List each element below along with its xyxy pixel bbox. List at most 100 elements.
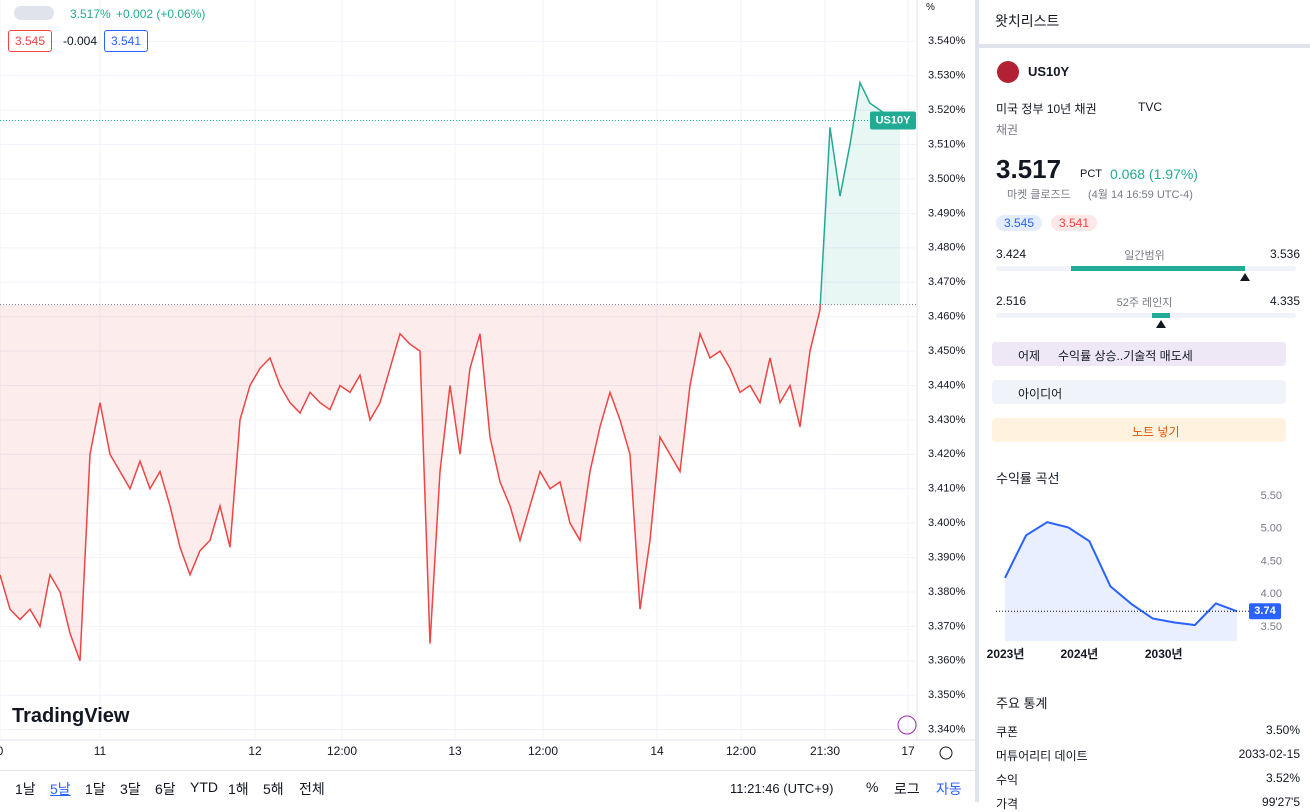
stat-label: 머튜어리티 데이트 — [996, 749, 1088, 763]
range-button[interactable]: 1해 — [228, 781, 249, 797]
x-tick-label: 12 — [248, 744, 262, 758]
y-tick-label: 3.490% — [928, 207, 966, 219]
y-tick-label: 3.340% — [928, 724, 966, 736]
range-button[interactable]: 1달 — [85, 781, 106, 797]
x-tick-label: 12:00 — [528, 744, 558, 758]
x-tick-label: 0 — [0, 744, 4, 758]
y-tick-label: 3.540% — [928, 35, 966, 47]
curve-title: 수익률 곡선 — [996, 471, 1060, 486]
news-bar[interactable]: 어제 수익률 상승..기술적 매도세 — [992, 342, 1286, 366]
stat-value: 2033-02-15 — [1238, 747, 1300, 761]
x-tick-label: 21:30 — [810, 744, 840, 758]
unit: PCT — [1080, 168, 1102, 180]
y-tick-label: 3.460% — [928, 311, 966, 323]
range-marker — [1240, 273, 1251, 281]
range-button[interactable]: 5날 — [50, 781, 71, 797]
main-chart: 3.540% 3.530% 3.520% 3.510% 3.500% 3.490% 3.48… — [0, 0, 975, 760]
x-tick-label: 2024년 — [1060, 647, 1098, 661]
bid[interactable]: 3.545 — [8, 30, 53, 52]
y-tick-label: 4.00 — [1261, 588, 1282, 600]
chart-toggle[interactable] — [14, 6, 54, 20]
flag — [997, 61, 1019, 83]
x-tick-label: 2030년 — [1145, 647, 1183, 661]
news: 수익률 상승..기술적 매도세 — [1058, 349, 1193, 363]
ideas: 아이디어 — [1018, 387, 1063, 401]
y-tick-label: 3.420% — [928, 448, 966, 460]
y-tick-label: 3.470% — [928, 276, 966, 288]
y-tick-label: 3.50 — [1261, 621, 1282, 633]
y-tick-label: 4.50 — [1261, 555, 1282, 567]
range-label: 일간범위 — [1124, 250, 1165, 262]
y-tick-label: 3.440% — [928, 379, 966, 391]
auto[interactable]: 자동 — [936, 781, 962, 797]
alert-icon — [897, 715, 917, 735]
range-marker — [1156, 320, 1167, 328]
note: 노트 넣기 — [1132, 425, 1180, 439]
x-tick-label: 17 — [901, 744, 915, 758]
sidebar-ask: 3.541 — [1051, 215, 1098, 231]
x-tick-label: 2023년 — [987, 647, 1025, 661]
log[interactable]: 로그 — [894, 781, 920, 797]
range-high: 3.536 — [1269, 247, 1300, 261]
divider — [979, 44, 1310, 48]
news-day: 어제 — [1018, 349, 1041, 363]
settings-icon — [939, 746, 953, 760]
last: 3.517% — [70, 7, 111, 21]
range-button[interactable]: 5해 — [263, 781, 284, 797]
stat-label: 가격 — [996, 797, 1019, 811]
status-time: (4월 14 16:59 UTC-4) — [1088, 189, 1193, 201]
range-button[interactable]: 3달 — [120, 781, 141, 797]
y-tick-label: 3.350% — [928, 689, 966, 701]
spread: -0.004 — [63, 34, 98, 48]
symbol-name[interactable]: 미국 정부 10년 채권 — [996, 102, 1097, 116]
y-tick-label: 3.500% — [928, 173, 966, 185]
y-tick-label: 3.410% — [928, 483, 966, 495]
range-low: 2.516 — [996, 294, 1027, 308]
change: +0.002 (+0.06%) — [116, 7, 206, 21]
y-tick-label: 5.50 — [1261, 490, 1282, 502]
note-bar[interactable]: 노트 넣기 — [992, 418, 1286, 442]
range-fill — [1071, 266, 1246, 271]
x-tick-label: 12:00 — [327, 744, 357, 758]
y-tick-label: 3.530% — [928, 70, 966, 82]
stat-label: 쿠폰 — [996, 725, 1019, 739]
y-tick-label: 3.360% — [928, 655, 966, 667]
y-tick-label: 3.430% — [928, 414, 966, 426]
watchlist-title[interactable]: 왓치리스트 — [995, 13, 1060, 29]
x-tick-label: 13 — [448, 744, 462, 758]
sidebar-bid: 3.545 — [996, 215, 1043, 231]
price-line — [0, 304, 822, 662]
y-tick-label: 3.520% — [928, 104, 966, 116]
stat-label: 수익 — [996, 773, 1019, 787]
y-tick-label: 3.510% — [928, 138, 966, 150]
area-below — [0, 304, 900, 661]
ask[interactable]: 3.541 — [104, 30, 149, 52]
range-fill — [1152, 313, 1171, 318]
toolbar: 11:21:46 (UTC+9) % 로그 자동 1날 5날 1달 3달 6달 YTD 1해… — [0, 770, 975, 803]
stat-value: 3.52% — [1265, 771, 1300, 785]
range-track — [996, 313, 1296, 318]
y-unit: % — [926, 2, 935, 13]
stat-value: 3.50% — [1265, 723, 1300, 737]
range-button[interactable]: 전체 — [299, 781, 325, 797]
price-tag: US10Y — [876, 114, 912, 126]
curve-area — [1005, 522, 1237, 641]
clock: 11:21:46 (UTC+9) — [730, 781, 834, 796]
x-tick-label: 14 — [650, 744, 664, 758]
range-button[interactable]: 6달 — [155, 781, 176, 797]
status: 마켓 클로즈드 — [1007, 189, 1071, 201]
range-high: 4.335 — [1269, 294, 1300, 308]
range-label: 52주 레인지 — [1116, 297, 1173, 309]
percent[interactable]: % — [866, 779, 879, 795]
x-tick-label: 11 — [94, 744, 107, 758]
area-above — [820, 82, 900, 305]
watermark: TradingView — [12, 705, 130, 727]
range-button[interactable]: YTD — [190, 779, 218, 795]
range-button[interactable]: 1날 — [15, 781, 36, 797]
y-tick-label: 3.390% — [928, 551, 966, 563]
y-tick-label: 3.380% — [928, 586, 966, 598]
category: 채권 — [996, 123, 1019, 137]
yield-curve: 3.50 4.00 4.50 5.00 5.50 2023년 2024년 2030년 3.74 — [987, 490, 1282, 661]
ideas-bar[interactable]: 아이디어 — [992, 380, 1286, 404]
sidebar: 왓치리스트 US10Y 미국 정부 10년 채권 TVC 채권 3.517 PC… — [975, 0, 1310, 811]
